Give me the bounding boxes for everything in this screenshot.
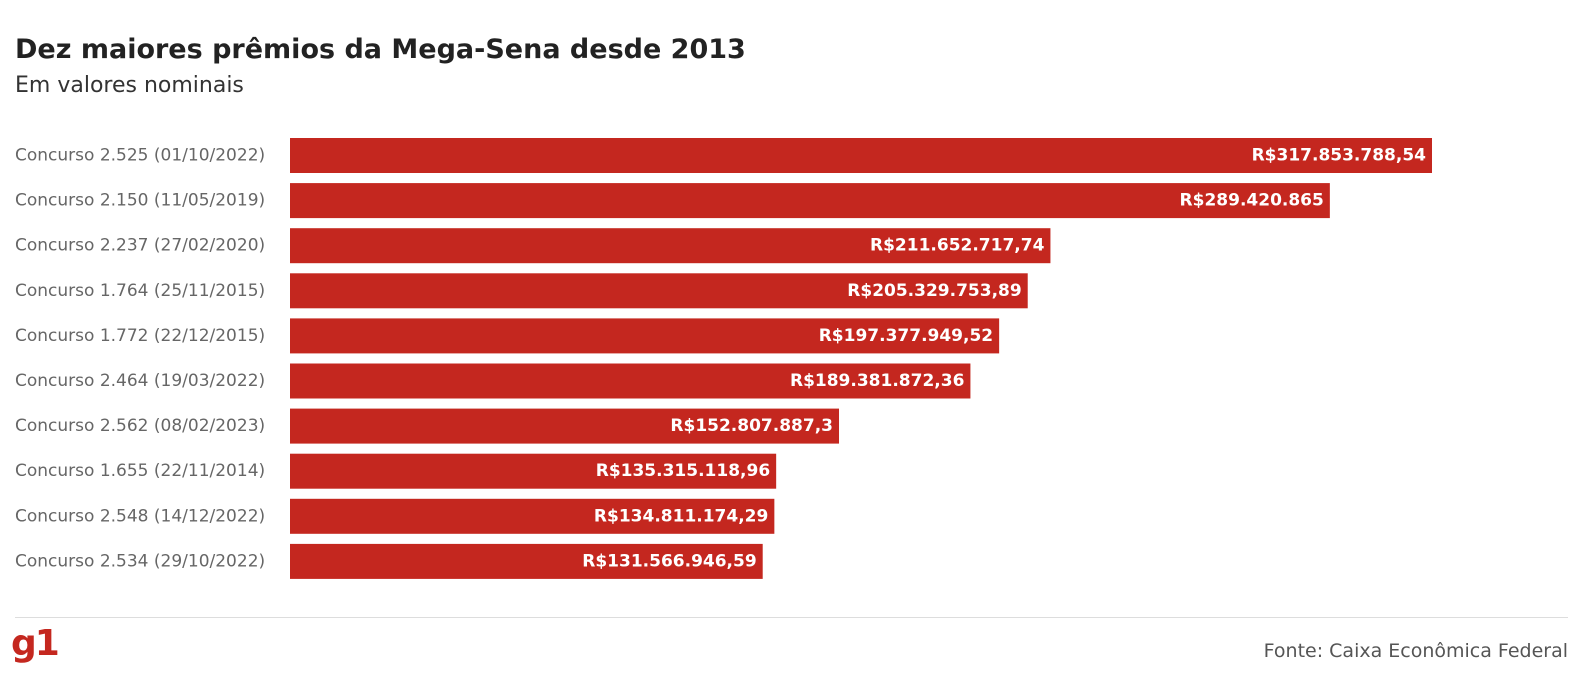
bar xyxy=(290,453,777,489)
bar-value-label: R$289.420.865 xyxy=(1180,191,1324,211)
bar-value-label: R$197.377.949,52 xyxy=(819,326,993,346)
bar-value-label: R$189.381.872,36 xyxy=(790,371,964,391)
bar-value-label: R$152.807.887,3 xyxy=(670,416,833,436)
source-note: Fonte: Caixa Econômica Federal xyxy=(1263,640,1568,662)
bar-value-label: R$131.566.946,59 xyxy=(582,551,756,571)
bar xyxy=(290,498,775,534)
category-label: Concurso 1.764 (25/11/2015) xyxy=(15,281,265,301)
category-label: Concurso 2.464 (19/03/2022) xyxy=(15,371,265,391)
footer-divider xyxy=(15,617,1568,618)
category-label: Concurso 1.772 (22/12/2015) xyxy=(15,326,265,346)
bar-value-label: R$205.329.753,89 xyxy=(847,281,1021,301)
bar-value-label: R$211.652.717,74 xyxy=(870,236,1045,256)
category-label: Concurso 2.237 (27/02/2020) xyxy=(15,236,265,256)
bar xyxy=(290,138,1432,173)
category-label: Concurso 1.655 (22/11/2014) xyxy=(15,461,265,481)
bar xyxy=(290,543,763,579)
bar xyxy=(290,408,840,444)
bar xyxy=(290,183,1330,219)
bar xyxy=(290,363,971,399)
category-label: Concurso 2.534 (29/10/2022) xyxy=(15,551,265,571)
bar-value-label: R$135.315.118,96 xyxy=(596,461,770,481)
bar-value-label: R$317.853.788,54 xyxy=(1252,146,1427,166)
category-label: Concurso 2.562 (08/02/2023) xyxy=(15,416,265,436)
g1-logo: g1 xyxy=(11,623,60,664)
bar-value-label: R$134.811.174,29 xyxy=(594,506,768,526)
bar xyxy=(290,273,1028,309)
bar xyxy=(290,228,1051,264)
category-label: Concurso 2.525 (01/10/2022) xyxy=(15,146,265,166)
bar-chart: Concurso 2.525 (01/10/2022) R$317.853.788… xyxy=(15,138,1432,579)
chart-subtitle: Em valores nominais xyxy=(15,73,244,98)
category-label: Concurso 2.548 (14/12/2022) xyxy=(15,506,265,526)
chart-title: Dez maiores prêmios da Mega-Sena desde 2… xyxy=(15,34,746,65)
bar xyxy=(290,318,1000,354)
category-label: Concurso 2.150 (11/05/2019) xyxy=(15,191,265,211)
